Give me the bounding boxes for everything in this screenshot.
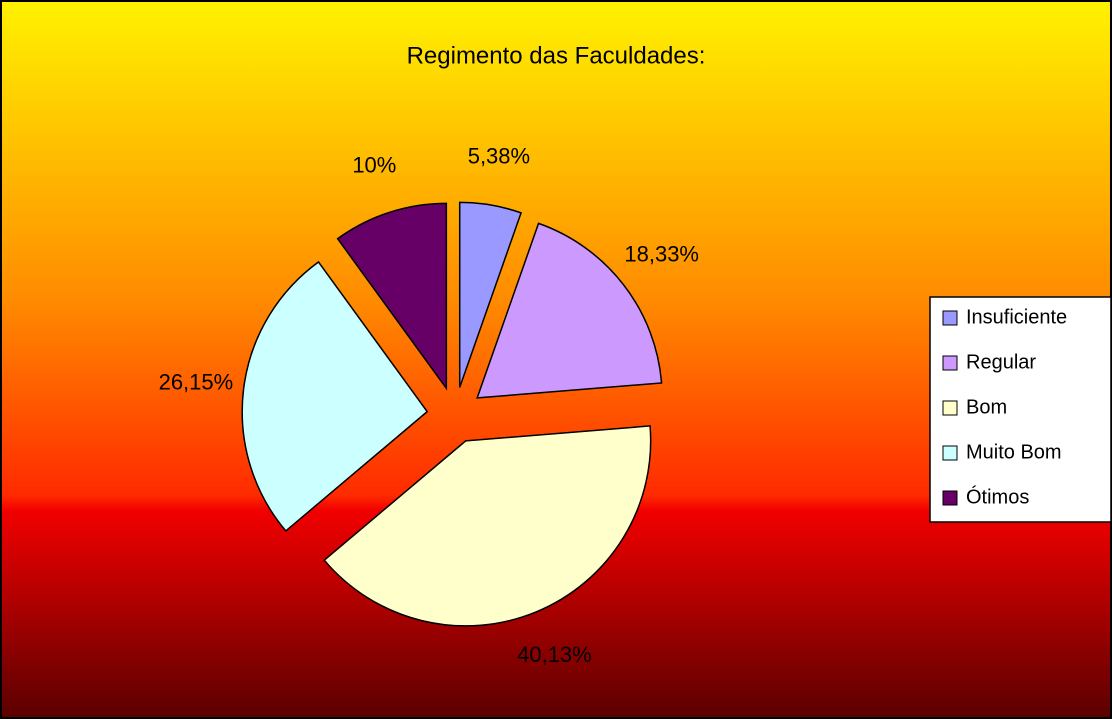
- legend-swatch: [942, 445, 958, 461]
- legend-label: Insuficiente: [966, 306, 1067, 328]
- legend-swatch: [942, 490, 958, 506]
- legend: [929, 296, 1112, 523]
- legend-swatch: [942, 400, 958, 416]
- data-label: 18,33%: [624, 241, 699, 266]
- data-label: 40,13%: [517, 642, 592, 667]
- chart-title: Regimento das Faculdades:: [407, 42, 706, 69]
- legend-swatch: [942, 355, 958, 371]
- legend-label: Muito Bom: [966, 441, 1062, 463]
- pie-slice: [241, 260, 429, 532]
- legend-label: Bom: [966, 396, 1007, 418]
- pie-slice: [336, 202, 448, 391]
- data-label: 26,15%: [159, 369, 234, 394]
- pie-slice: [458, 201, 523, 388]
- legend-label: Ótimos: [966, 485, 1029, 508]
- legend-swatch: [942, 310, 958, 326]
- data-label: 5,38%: [468, 144, 530, 169]
- legend-label: Regular: [966, 351, 1036, 373]
- data-label: 10%: [352, 153, 396, 178]
- pie-slice: [323, 425, 652, 627]
- pie-slice: [476, 222, 663, 399]
